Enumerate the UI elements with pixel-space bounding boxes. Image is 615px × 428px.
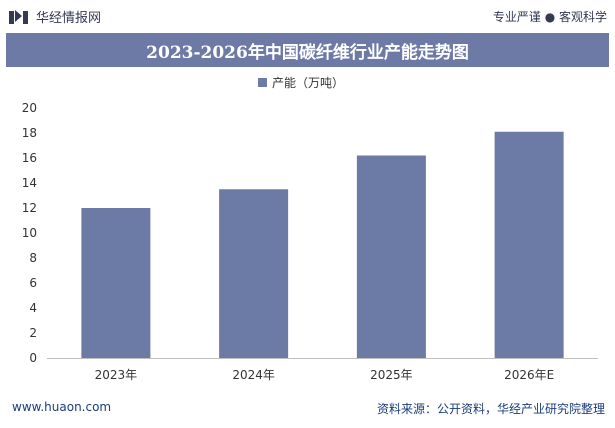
bar-3 <box>356 155 426 358</box>
y-tick-label: 6 <box>29 276 37 290</box>
y-tick-label: 10 <box>22 226 37 240</box>
x-axis: 2023年 2024年 2025年 2026年E <box>95 368 555 382</box>
chart-title-bar: 2023-2026年中国碳纤维行业产能走势图 <box>6 33 609 67</box>
huajing-logo-icon <box>9 9 28 24</box>
bar-chart: 产能（万吨） 0 2 4 6 8 10 12 14 16 18 20 2023年 2024年 2025年… <box>22 76 598 382</box>
bars <box>81 131 564 358</box>
footer-website: www.huaon.com <box>12 400 112 414</box>
y-tick-label: 12 <box>22 201 37 215</box>
bar-2 <box>219 189 289 358</box>
legend: 产能（万吨） <box>258 76 344 90</box>
top-bar: 华经情报网 专业严谨 ● 客观科学 <box>0 0 615 32</box>
footer-source: 资料来源：公开资料，华经产业研究院整理 <box>376 402 605 416</box>
brand-name: 华经情报网 <box>36 11 102 26</box>
x-tick-label: 2025年 <box>370 368 413 382</box>
x-tick-label: 2023年 <box>95 368 138 382</box>
chart-title: 2023-2026年中国碳纤维行业产能走势图 <box>146 42 469 63</box>
y-tick-label: 2 <box>29 326 37 340</box>
legend-swatch <box>258 78 267 87</box>
legend-label: 产能（万吨） <box>272 76 344 90</box>
bar-4 <box>494 131 564 358</box>
brand: 华经情报网 <box>8 7 101 26</box>
y-tick-label: 14 <box>22 176 37 190</box>
y-axis: 0 2 4 6 8 10 12 14 16 18 20 <box>22 101 37 365</box>
y-tick-label: 4 <box>29 301 37 315</box>
y-tick-label: 18 <box>22 126 37 140</box>
x-tick-label: 2026年E <box>504 368 554 382</box>
x-tick-label: 2024年 <box>232 368 275 382</box>
y-tick-label: 16 <box>22 151 37 165</box>
tagline: 专业严谨 ● 客观科学 <box>492 10 607 24</box>
bar-1 <box>81 208 151 358</box>
y-tick-label: 20 <box>22 101 37 115</box>
y-tick-label: 8 <box>29 251 37 265</box>
y-tick-label: 0 <box>29 351 37 365</box>
